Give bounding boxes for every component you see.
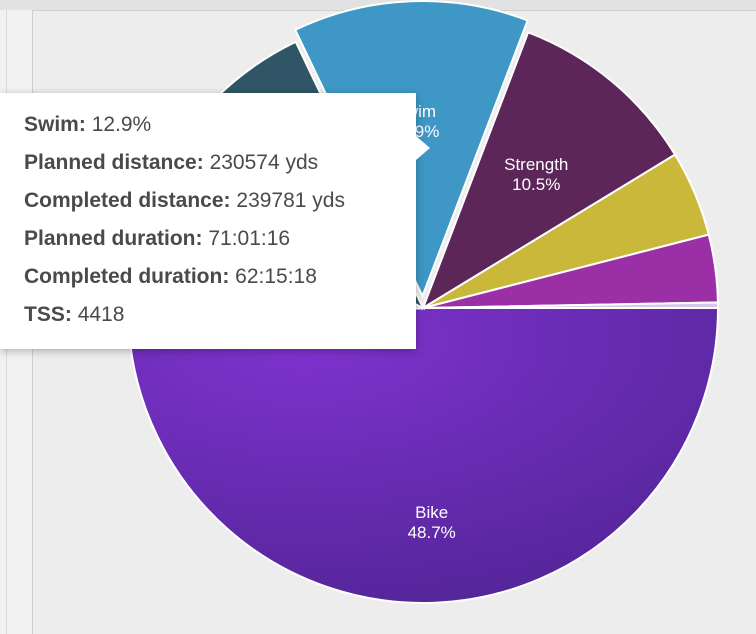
tooltip-row-tss: TSS: 4418: [24, 302, 392, 340]
tooltip-value: 12.9%: [91, 113, 152, 136]
pie-slice-bike[interactable]: [127, 307, 720, 604]
tooltip-key: Planned duration:: [24, 227, 203, 250]
pie-slice-strength[interactable]: [421, 31, 677, 311]
slice-label: Strength: [504, 155, 568, 174]
tooltip-key: Completed distance:: [24, 189, 231, 212]
tooltip: Swim: 12.9% Planned distance: 230574 yds…: [0, 93, 416, 349]
slice-percent-label: 10.5%: [512, 175, 560, 194]
slice-percent-label: 48.7%: [408, 523, 456, 542]
tooltip-arrow: [416, 136, 430, 160]
tooltip-key: TSS:: [24, 303, 72, 326]
tooltip-row-planned-duration: Planned duration: 71:01:16: [24, 226, 392, 264]
slice-label: Bike: [415, 503, 448, 522]
tooltip-value: 239781 yds: [236, 189, 345, 212]
tooltip-key: Swim:: [24, 113, 86, 136]
tooltip-key: Completed duration:: [24, 265, 230, 288]
pie-slice-unlabeled-7[interactable]: [422, 301, 720, 309]
tooltip-row-completed-distance: Completed distance: 239781 yds: [24, 188, 392, 226]
tooltip-row-planned-distance: Planned distance: 230574 yds: [24, 150, 392, 188]
tooltip-key: Planned distance:: [24, 151, 204, 174]
tooltip-value: 230574 yds: [209, 151, 319, 174]
tooltip-row-series: Swim: 12.9%: [24, 112, 392, 150]
tooltip-value: 62:15:18: [235, 265, 317, 288]
tooltip-row-completed-duration: Completed duration: 62:15:18: [24, 264, 392, 302]
tooltip-value: 71:01:16: [208, 227, 291, 250]
tooltip-value: 4418: [77, 303, 125, 326]
